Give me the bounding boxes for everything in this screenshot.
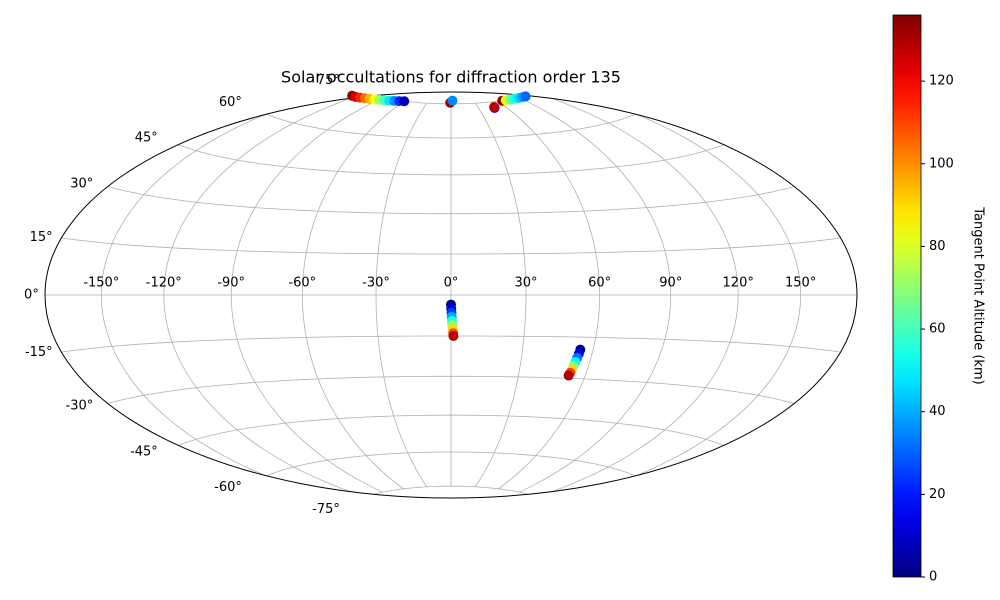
point <box>563 370 574 381</box>
y-tick-label: -30° <box>66 399 94 414</box>
y-tick-label: 60° <box>219 95 242 110</box>
x-tick-label: 0° <box>444 276 459 291</box>
colorbar-tick-label: 100 <box>929 156 954 171</box>
grid-line <box>163 92 366 498</box>
y-tick-label: -75° <box>312 502 340 517</box>
colorbar <box>892 14 922 578</box>
x-tick-label: -30° <box>362 276 390 291</box>
grid-line <box>230 97 383 493</box>
x-tick-label: -120° <box>146 276 182 291</box>
x-tick-label: -90° <box>217 276 245 291</box>
colorbar-label: Tangent Point Altitude (km) <box>971 206 986 384</box>
y-tick-label: 15° <box>30 230 53 245</box>
y-tick-label: 30° <box>70 176 93 191</box>
grid <box>45 92 857 498</box>
x-tick-label: -60° <box>288 276 316 291</box>
grid-line <box>301 100 404 490</box>
x-tick-label: -150° <box>83 276 119 291</box>
x-tick-label: 120° <box>723 276 754 291</box>
colorbar-tick-label: 40 <box>929 404 946 419</box>
y-tick-label: -60° <box>214 480 242 495</box>
x-tick-label: 90° <box>659 276 682 291</box>
x-tick-label: 30° <box>514 276 537 291</box>
y-tick-label: 45° <box>135 131 158 146</box>
map-outline <box>44 91 858 499</box>
point <box>447 95 458 106</box>
colorbar-tick-label: 120 <box>929 74 954 89</box>
x-tick-label: 150° <box>785 276 816 291</box>
y-tick-label: 0° <box>24 288 39 303</box>
chart-title: Solar occultations for diffraction order… <box>281 68 621 87</box>
grid-line <box>519 97 672 493</box>
grid-line <box>100 92 353 498</box>
colorbar-tick-label: 60 <box>929 322 946 337</box>
grid-line <box>498 100 601 490</box>
grid-line <box>375 102 428 488</box>
colorbar-tick-label: 20 <box>929 487 946 502</box>
x-tick-label: 60° <box>588 276 611 291</box>
point <box>489 102 500 113</box>
y-tick-label: 75° <box>317 73 340 88</box>
colorbar-tick-label: 80 <box>929 239 946 254</box>
grid-line <box>474 102 527 488</box>
grid-line <box>549 92 802 498</box>
point <box>448 330 459 341</box>
points <box>347 90 586 381</box>
point <box>399 96 410 107</box>
y-tick-label: -15° <box>25 345 53 360</box>
point <box>520 91 531 102</box>
grid-line <box>536 92 739 498</box>
colorbar-tick-label: 0 <box>929 570 937 585</box>
y-tick-label: -45° <box>130 445 158 460</box>
